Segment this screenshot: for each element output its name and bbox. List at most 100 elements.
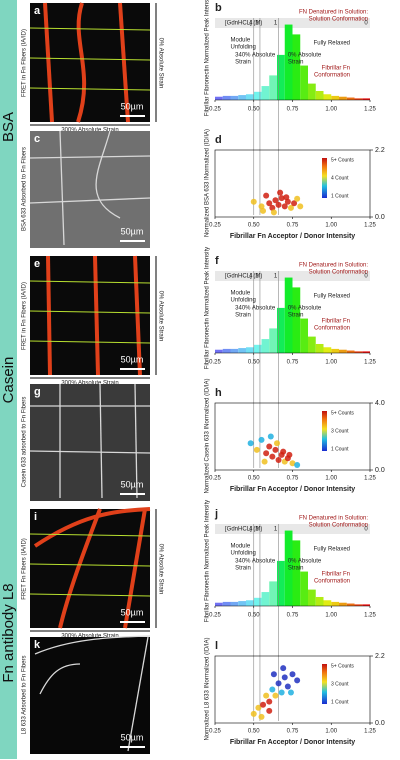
x-tick-label: 1.00	[325, 223, 337, 229]
green-line	[29, 563, 151, 567]
hist-bar	[346, 97, 355, 100]
hist-bar	[246, 600, 254, 606]
scatter-point	[291, 200, 298, 207]
hist-bar	[261, 86, 270, 100]
gdn-label: 2	[255, 527, 259, 533]
annotation: Module	[231, 544, 251, 550]
scatter-point	[266, 698, 273, 705]
hist-bar	[339, 349, 347, 353]
x-tick-label: 0.75	[287, 729, 299, 735]
scale-label: 50µm	[121, 479, 144, 489]
hist-bar	[238, 601, 246, 606]
annotation: Strain	[288, 566, 304, 572]
colorbar-label: 4 Count	[331, 175, 349, 181]
x-tick-label: 0.75	[287, 476, 299, 482]
scatter-point	[272, 446, 279, 453]
hist-bar	[331, 348, 339, 353]
x-tick-label: 0.50	[248, 107, 260, 113]
scatter-point	[297, 203, 304, 210]
scatter-point	[258, 203, 265, 210]
green-line	[29, 593, 151, 597]
gdn-label: 2	[255, 274, 259, 280]
panel-letter: i	[34, 511, 37, 523]
gdn-label: 2	[255, 21, 259, 27]
scatter-point	[247, 440, 254, 447]
panel-letter: h	[215, 387, 222, 399]
green-line	[29, 27, 151, 31]
panel-letter: j	[214, 508, 218, 520]
scatter-point	[278, 689, 285, 696]
gdn-label: 0	[364, 274, 368, 280]
group-strip	[0, 506, 17, 759]
hist-bar	[277, 54, 285, 100]
x-tick-label: 1.00	[325, 476, 337, 482]
gdn-title: [GdnHCL] (M)	[225, 274, 262, 280]
stain-image	[30, 637, 150, 754]
green-line	[29, 280, 151, 284]
x-tick-label: 0.50	[248, 223, 260, 229]
annotation: Strain	[288, 313, 304, 319]
gdn-title: [GdnHCL] (M)	[225, 527, 262, 533]
green-line	[29, 310, 151, 314]
panel-letter: a	[34, 5, 41, 17]
annotation: Strain	[235, 60, 251, 66]
scatter-point	[263, 692, 270, 699]
x-tick-label: 1.00	[325, 107, 337, 113]
hist-bar	[331, 601, 339, 606]
hist-bar	[230, 348, 239, 353]
annotation: Strain	[288, 60, 304, 66]
colorbar-label: 3 Count	[331, 428, 349, 434]
scatter-point	[269, 453, 276, 460]
scatter-point	[266, 200, 273, 207]
group-strip	[0, 0, 17, 253]
image-ylabel: BSA 633 Adsorbed to Fn Fibers	[22, 147, 28, 231]
scatter-point	[294, 461, 301, 468]
scatter-point	[266, 443, 273, 450]
hist-bar	[339, 96, 347, 100]
hist-bar	[215, 349, 223, 353]
hist-bar	[222, 348, 231, 353]
hist-ylabel: Fibrillar Fibronectin Normalized Peak In…	[205, 500, 211, 622]
gdn-label: 4	[249, 21, 253, 27]
y-tick-label: 0.0	[375, 214, 385, 221]
strain-h-label: 300% Absolute Strain	[61, 634, 118, 640]
scatter-point	[287, 689, 294, 696]
annotation: Conformation	[314, 326, 350, 332]
scatter-point	[267, 433, 274, 440]
hist-bar	[269, 328, 277, 353]
scatter-point	[270, 671, 277, 678]
x-tick-label: 0.75	[287, 107, 299, 113]
hist-bar	[354, 98, 363, 100]
colorbar-label: 5+ Counts	[331, 410, 354, 416]
scatter-point	[280, 448, 287, 455]
scatter-point	[289, 671, 296, 678]
stain-image	[30, 384, 150, 501]
scatter-point	[266, 707, 273, 714]
scatter-point	[284, 198, 291, 205]
hist-bar	[284, 530, 293, 606]
scatter-point	[274, 440, 280, 447]
strain-h-label: 300% Absolute Strain	[61, 381, 118, 387]
hist-bar	[222, 95, 231, 100]
panel-letter: f	[215, 255, 219, 267]
stained-fiber	[127, 636, 149, 752]
hist-bar	[315, 90, 324, 100]
x-tick-label: 0.25	[209, 107, 221, 113]
group-label: Fn antibody L8	[0, 583, 17, 682]
scatter-point	[253, 446, 260, 453]
image-ylabel: FRET Fn Fibers (IA/ID)	[22, 538, 28, 600]
stained-fiber	[29, 197, 151, 204]
annotation: 340% Absolute	[235, 306, 276, 312]
scatter-point	[278, 195, 285, 202]
scatter-point	[255, 704, 262, 711]
scatter-point	[258, 713, 265, 720]
y-tick-label: 0.0	[375, 467, 385, 474]
scatter-point	[260, 701, 267, 708]
hist-ylabel: Fibrillar Fibronectin Normalized Peak In…	[205, 247, 211, 369]
scatter-point	[283, 194, 290, 201]
hist-bar	[300, 318, 308, 353]
image-ylabel: FRET in Fn Fibers (IA/ID)	[22, 29, 28, 97]
fiber	[123, 508, 147, 629]
hist-bar	[300, 571, 308, 606]
hist-bar	[362, 604, 370, 606]
